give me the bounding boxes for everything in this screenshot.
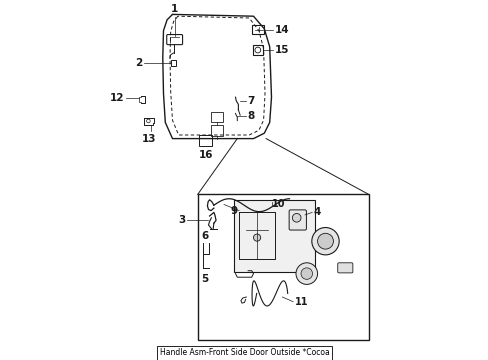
Text: 1: 1 — [171, 4, 178, 14]
Text: 3: 3 — [178, 215, 185, 225]
Circle shape — [311, 228, 339, 255]
Text: 4: 4 — [313, 207, 320, 217]
Text: 2: 2 — [134, 58, 142, 68]
Text: 9: 9 — [230, 206, 237, 216]
Bar — [211, 125, 222, 136]
Bar — [253, 45, 263, 55]
Text: 15: 15 — [274, 45, 288, 55]
Text: 11: 11 — [294, 297, 307, 307]
Text: 13: 13 — [142, 134, 156, 144]
Text: 10: 10 — [272, 199, 285, 210]
Bar — [171, 60, 176, 66]
Text: 5: 5 — [201, 274, 208, 284]
FancyBboxPatch shape — [337, 263, 352, 273]
Bar — [233, 200, 314, 272]
Circle shape — [253, 234, 260, 241]
Text: 12: 12 — [109, 93, 123, 103]
FancyBboxPatch shape — [288, 210, 306, 230]
Circle shape — [295, 263, 317, 284]
Text: 14: 14 — [274, 24, 289, 35]
Bar — [252, 25, 264, 34]
Text: 8: 8 — [247, 111, 254, 121]
Text: 6: 6 — [201, 231, 208, 241]
Circle shape — [301, 268, 312, 279]
Circle shape — [317, 233, 333, 249]
Circle shape — [292, 213, 301, 222]
Text: Handle Asm-Front Side Door Outside *Cocoa: Handle Asm-Front Side Door Outside *Coco… — [159, 348, 329, 357]
Bar — [197, 194, 368, 340]
Bar — [211, 112, 222, 122]
Text: 16: 16 — [198, 150, 213, 161]
Text: 7: 7 — [247, 96, 255, 106]
Bar — [199, 135, 212, 146]
